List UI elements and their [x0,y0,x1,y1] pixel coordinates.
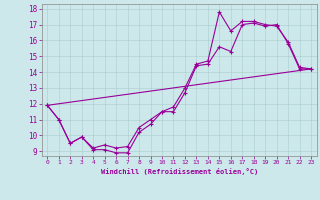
X-axis label: Windchill (Refroidissement éolien,°C): Windchill (Refroidissement éolien,°C) [100,168,258,175]
